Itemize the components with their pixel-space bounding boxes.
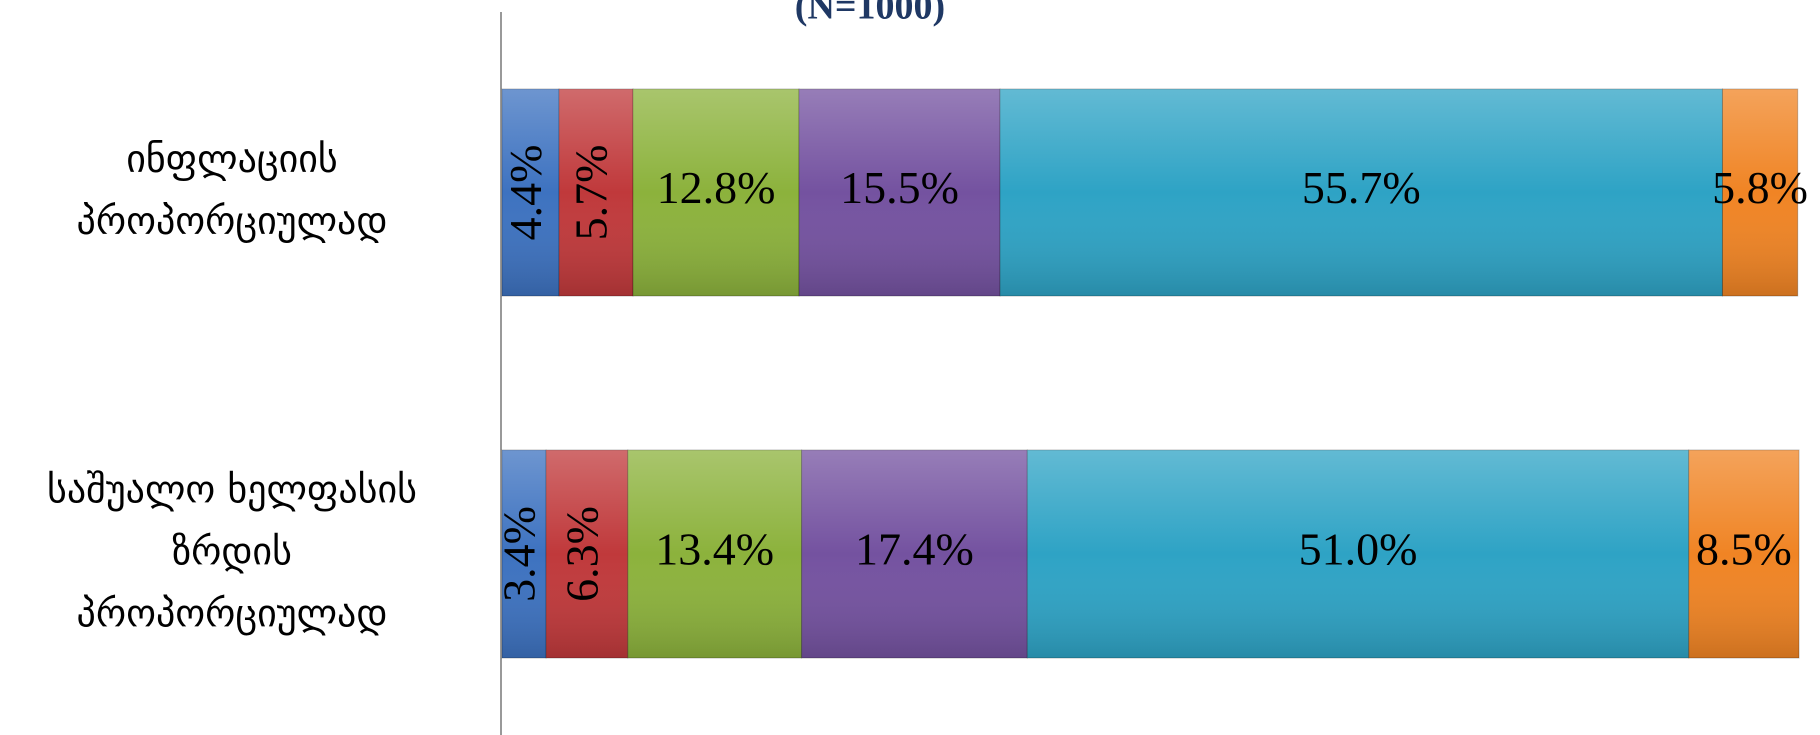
chart-subtitle: (N=1000) <box>795 0 945 28</box>
data-label: 13.4% <box>655 524 774 575</box>
data-label: 17.4% <box>855 524 974 575</box>
data-label: 55.7% <box>1302 162 1421 213</box>
y-tick-label: საშუალო ხელფასის <box>47 468 417 512</box>
y-tick-label: ინფლაციის <box>126 137 338 181</box>
data-label: 4.4% <box>500 145 551 241</box>
y-tick-label: ზრდის <box>172 530 292 574</box>
y-tick-label: პროპორციულად <box>77 199 388 243</box>
data-label: 5.8% <box>1712 162 1808 213</box>
data-label: 6.3% <box>557 506 608 602</box>
data-label: 3.4% <box>494 506 545 602</box>
data-label: 5.7% <box>566 145 617 241</box>
y-tick-label: პროპორციულად <box>77 592 388 636</box>
data-label: 8.5% <box>1696 524 1792 575</box>
data-label: 15.5% <box>840 162 959 213</box>
data-label: 51.0% <box>1299 524 1418 575</box>
data-label: 12.8% <box>657 162 776 213</box>
